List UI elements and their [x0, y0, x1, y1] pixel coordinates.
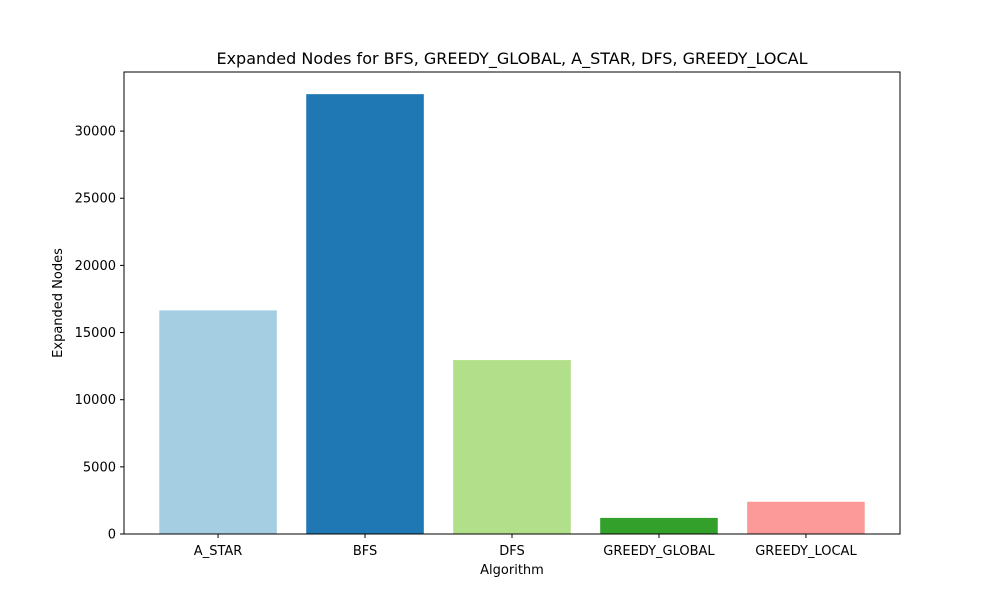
bar-greedy-global [600, 517, 718, 534]
y-axis-label: Expanded Nodes [51, 248, 66, 358]
x-tick-label: DFS [499, 544, 525, 559]
bar-dfs [453, 360, 571, 534]
y-tick-label: 25000 [75, 192, 116, 207]
x-axis-label: Algorithm [480, 563, 544, 578]
y-axis: 0 5000 10000 15000 20000 25000 30000 [75, 125, 124, 543]
x-tick-label: BFS [353, 544, 377, 559]
x-axis: A_STAR BFS DFS GREEDY_GLOBAL GREEDY_LOCAL [194, 534, 857, 559]
bar-greedy-local [747, 501, 865, 534]
y-tick-label: 0 [108, 528, 116, 543]
bar-a-star [159, 310, 277, 534]
y-tick-label: 30000 [75, 125, 116, 140]
chart-title: Expanded Nodes for BFS, GREEDY_GLOBAL, A… [216, 49, 807, 69]
bar-bfs [306, 94, 424, 534]
y-tick-label: 5000 [83, 460, 116, 475]
x-tick-label: A_STAR [194, 544, 243, 559]
x-tick-label: GREEDY_LOCAL [755, 544, 857, 559]
y-tick-label: 15000 [75, 326, 116, 341]
x-tick-label: GREEDY_GLOBAL [603, 544, 715, 559]
y-tick-label: 10000 [75, 393, 116, 408]
bars-group [159, 94, 865, 534]
y-tick-label: 20000 [75, 259, 116, 274]
